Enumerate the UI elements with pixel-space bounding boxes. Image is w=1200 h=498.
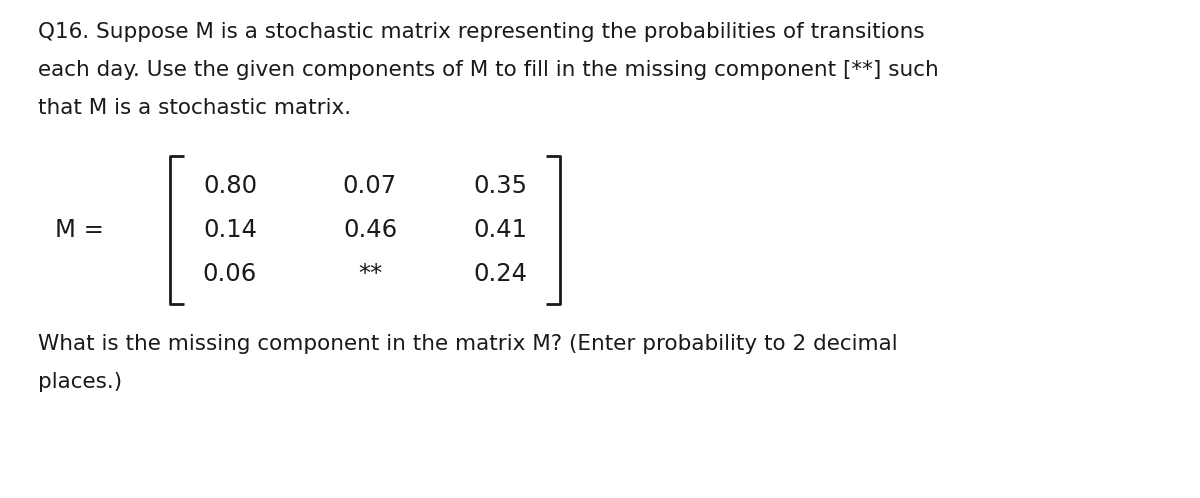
Text: 0.46: 0.46 [343, 218, 397, 242]
Text: 0.80: 0.80 [203, 174, 257, 198]
Text: 0.24: 0.24 [473, 262, 527, 286]
Text: 0.35: 0.35 [473, 174, 527, 198]
Text: 0.14: 0.14 [203, 218, 257, 242]
Text: that M is a stochastic matrix.: that M is a stochastic matrix. [38, 98, 352, 118]
Text: each day. Use the given components of M to fill in the missing component [**] su: each day. Use the given components of M … [38, 60, 938, 80]
Text: places.): places.) [38, 372, 122, 392]
Text: What is the missing component in the matrix M? (Enter probability to 2 decimal: What is the missing component in the mat… [38, 334, 898, 354]
Text: 0.41: 0.41 [473, 218, 527, 242]
Text: M =: M = [55, 218, 104, 242]
Text: **: ** [358, 262, 382, 286]
Text: Q16. Suppose M is a stochastic matrix representing the probabilities of transiti: Q16. Suppose M is a stochastic matrix re… [38, 22, 925, 42]
Text: 0.07: 0.07 [343, 174, 397, 198]
Text: 0.06: 0.06 [203, 262, 257, 286]
